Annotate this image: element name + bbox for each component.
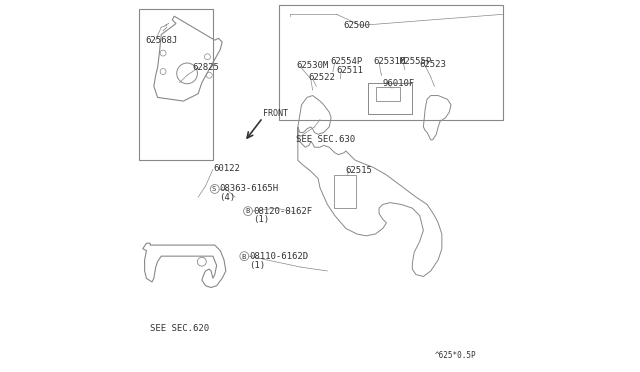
Text: SEE SEC.630: SEE SEC.630: [296, 135, 355, 144]
Text: 96010F: 96010F: [382, 79, 414, 88]
Text: 08110-6162D: 08110-6162D: [249, 251, 308, 261]
Text: 62511: 62511: [336, 66, 363, 75]
Text: (1): (1): [253, 215, 269, 224]
Text: (1): (1): [249, 260, 265, 269]
Text: 62555P: 62555P: [399, 57, 431, 66]
Text: 62554P: 62554P: [330, 57, 362, 66]
Text: 62530M: 62530M: [296, 61, 328, 70]
Text: 08363-6165H: 08363-6165H: [220, 185, 278, 193]
Text: 62515: 62515: [345, 166, 372, 174]
Text: (4): (4): [220, 193, 236, 202]
Bar: [368, 83, 412, 114]
Text: B: B: [245, 208, 250, 215]
Text: 60122: 60122: [213, 164, 240, 173]
Bar: [139, 9, 213, 160]
Text: 62825: 62825: [193, 63, 220, 72]
Text: 08120-8162F: 08120-8162F: [253, 206, 313, 216]
Text: B: B: [241, 254, 246, 260]
Text: 62500: 62500: [344, 21, 371, 30]
Text: 62568J: 62568J: [146, 36, 178, 45]
Text: SEE SEC.620: SEE SEC.620: [150, 324, 209, 333]
Text: S: S: [212, 186, 216, 192]
Text: ^625*0.5P: ^625*0.5P: [435, 351, 476, 360]
Bar: [280, 5, 503, 119]
Text: 62522: 62522: [308, 73, 335, 81]
Text: 62523: 62523: [420, 60, 447, 70]
Bar: [376, 87, 401, 101]
Text: FRONT: FRONT: [263, 109, 288, 118]
Text: 62531M: 62531M: [374, 57, 406, 66]
Bar: [334, 175, 356, 208]
